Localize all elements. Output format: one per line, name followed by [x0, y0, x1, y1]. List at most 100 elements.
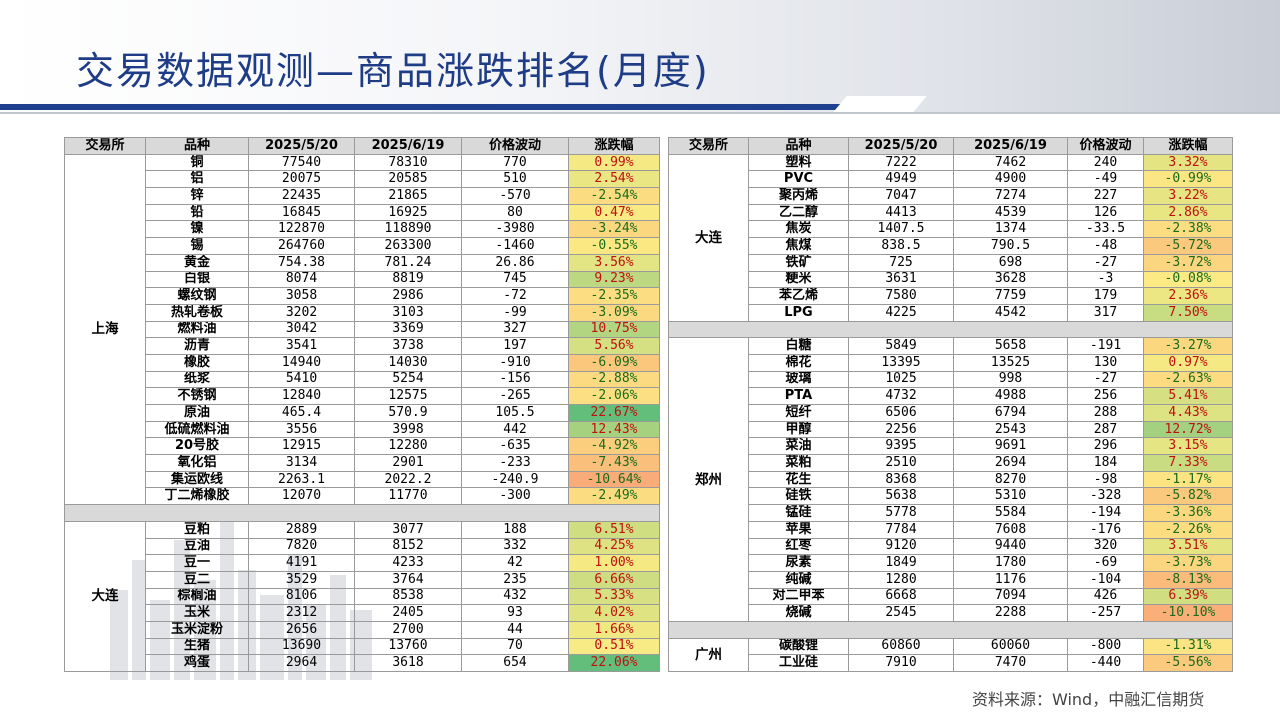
price-start-cell: 3042: [248, 320, 355, 339]
table-row: 白银 8074 8819 745 9.23%: [65, 270, 660, 289]
pct-cell: -3.09%: [568, 303, 660, 322]
pct-cell: 1.66%: [568, 620, 660, 639]
section-separator: [668, 620, 1233, 639]
left-header-row: 交易所 品种 2025/5/20 2025/6/19 价格波动 涨跌幅: [64, 137, 660, 155]
pct-cell: 3.22%: [1143, 187, 1233, 205]
pct-cell: 3.56%: [568, 253, 660, 272]
table-row: 原油 465.4 570.9 105.5 22.67%: [65, 404, 660, 422]
change-cell: 179: [1067, 287, 1144, 305]
change-cell: -33.5: [1067, 220, 1144, 239]
change-cell: 287: [1067, 420, 1144, 439]
change-cell: 317: [1067, 303, 1144, 322]
pct-cell: 5.56%: [568, 337, 660, 355]
commodity-cell: 氧化铝: [145, 454, 249, 472]
table-row: 热轧卷板 3202 3103 -99 -3.09%: [65, 303, 660, 322]
pct-cell: -3.73%: [1143, 554, 1233, 572]
commodity-cell: 热轧卷板: [145, 303, 249, 322]
change-cell: -910: [461, 353, 569, 372]
commodity-cell: 棉花: [748, 353, 849, 372]
commodity-cell: 红枣: [748, 537, 849, 556]
commodity-cell: 白银: [145, 270, 249, 289]
commodity-cell: 碳酸锂: [748, 637, 849, 656]
header-band: [0, 0, 1280, 112]
pct-cell: 22.06%: [568, 654, 660, 672]
price-start-cell: 12840: [248, 387, 355, 405]
commodity-cell: 低硫燃料油: [145, 420, 249, 439]
pct-cell: 3.51%: [1143, 537, 1233, 556]
commodity-cell: 玻璃: [748, 370, 849, 389]
table-row: 铁矿 725 698 -27 -3.72%: [669, 253, 1233, 272]
price-end-cell: 9691: [953, 437, 1068, 456]
pct-cell: -8.13%: [1143, 570, 1233, 589]
price-start-cell: 2545: [848, 604, 954, 622]
price-start-cell: 725: [848, 253, 954, 272]
pct-cell: 1.00%: [568, 554, 660, 572]
header-divider: [0, 112, 1280, 114]
pct-cell: 2.86%: [1143, 203, 1233, 222]
table-row: 燃料油 3042 3369 327 10.75%: [65, 320, 660, 339]
change-cell: 188: [461, 520, 569, 539]
price-start-cell: 12915: [248, 437, 355, 456]
price-end-cell: 3628: [953, 270, 1068, 289]
pct-cell: 5.33%: [568, 587, 660, 606]
separator-cell: [668, 320, 1233, 339]
pct-cell: -0.08%: [1143, 270, 1233, 289]
change-cell: 327: [461, 320, 569, 339]
table-row: PTA 4732 4988 256 5.41%: [669, 387, 1233, 405]
table-row: 郑州 白糖 5849 5658 -191 -3.27%: [668, 337, 1233, 622]
commodity-cell: 生猪: [145, 637, 249, 656]
table-row: 短纤 6506 6794 288 4.43%: [669, 404, 1233, 422]
price-start-cell: 13690: [248, 637, 355, 656]
column-header: 价格波动: [461, 137, 569, 155]
change-cell: 240: [1067, 153, 1144, 172]
table-row: 聚丙烯 7047 7274 227 3.22%: [669, 187, 1233, 205]
pct-cell: -2.63%: [1143, 370, 1233, 389]
table-row: 豆油 7820 8152 332 4.25%: [65, 537, 660, 556]
change-cell: 510: [461, 170, 569, 189]
price-end-cell: 3103: [354, 303, 462, 322]
price-start-cell: 8074: [248, 270, 355, 289]
table-row: 苹果 7784 7608 -176 -2.26%: [669, 520, 1233, 539]
table-row: 甲醇 2256 2543 287 12.72%: [669, 420, 1233, 439]
change-cell: -27: [1067, 370, 1144, 389]
exchange-cell: 大连: [64, 520, 146, 673]
table-row: 豆二 3529 3764 235 6.66%: [65, 570, 660, 589]
price-end-cell: 790.5: [953, 237, 1068, 255]
change-cell: -1460: [461, 237, 569, 255]
change-cell: 42: [461, 554, 569, 572]
change-cell: -635: [461, 437, 569, 456]
commodity-cell: 短纤: [748, 404, 849, 422]
pct-cell: 3.32%: [1143, 153, 1233, 172]
pct-cell: 12.43%: [568, 420, 660, 439]
price-start-cell: 4413: [848, 203, 954, 222]
commodity-cell: 铅: [145, 203, 249, 222]
price-end-cell: 1176: [953, 570, 1068, 589]
commodity-cell: 对二甲苯: [748, 587, 849, 606]
price-end-cell: 3998: [354, 420, 462, 439]
commodity-cell: 鸡蛋: [145, 654, 249, 672]
left-ranking-table: 交易所 品种 2025/5/20 2025/6/19 价格波动 涨跌幅 上海铜 77540 7…: [64, 137, 660, 673]
price-end-cell: 7759: [953, 287, 1068, 305]
price-start-cell: 8368: [848, 470, 954, 489]
commodity-cell: 原油: [145, 404, 249, 422]
table-row: 棉花 13395 13525 130 0.97%: [669, 353, 1233, 372]
pct-cell: 4.02%: [568, 604, 660, 622]
price-start-cell: 4225: [848, 303, 954, 322]
change-cell: 256: [1067, 387, 1144, 405]
commodity-cell: 锰硅: [748, 504, 849, 522]
change-cell: -800: [1067, 637, 1144, 656]
price-end-cell: 2986: [354, 287, 462, 305]
change-cell: -72: [461, 287, 569, 305]
commodity-cell: 玉米: [145, 604, 249, 622]
change-cell: 197: [461, 337, 569, 355]
pct-cell: 9.23%: [568, 270, 660, 289]
pct-cell: 6.66%: [568, 570, 660, 589]
commodity-cell: 白糖: [748, 337, 849, 355]
commodity-cell: 菜粕: [748, 454, 849, 472]
price-start-cell: 2263.1: [248, 470, 355, 489]
price-start-cell: 2889: [248, 520, 355, 539]
price-end-cell: 698: [953, 253, 1068, 272]
column-header: 交易所: [64, 137, 146, 155]
change-cell: -27: [1067, 253, 1144, 272]
commodity-cell: 螺纹钢: [145, 287, 249, 305]
